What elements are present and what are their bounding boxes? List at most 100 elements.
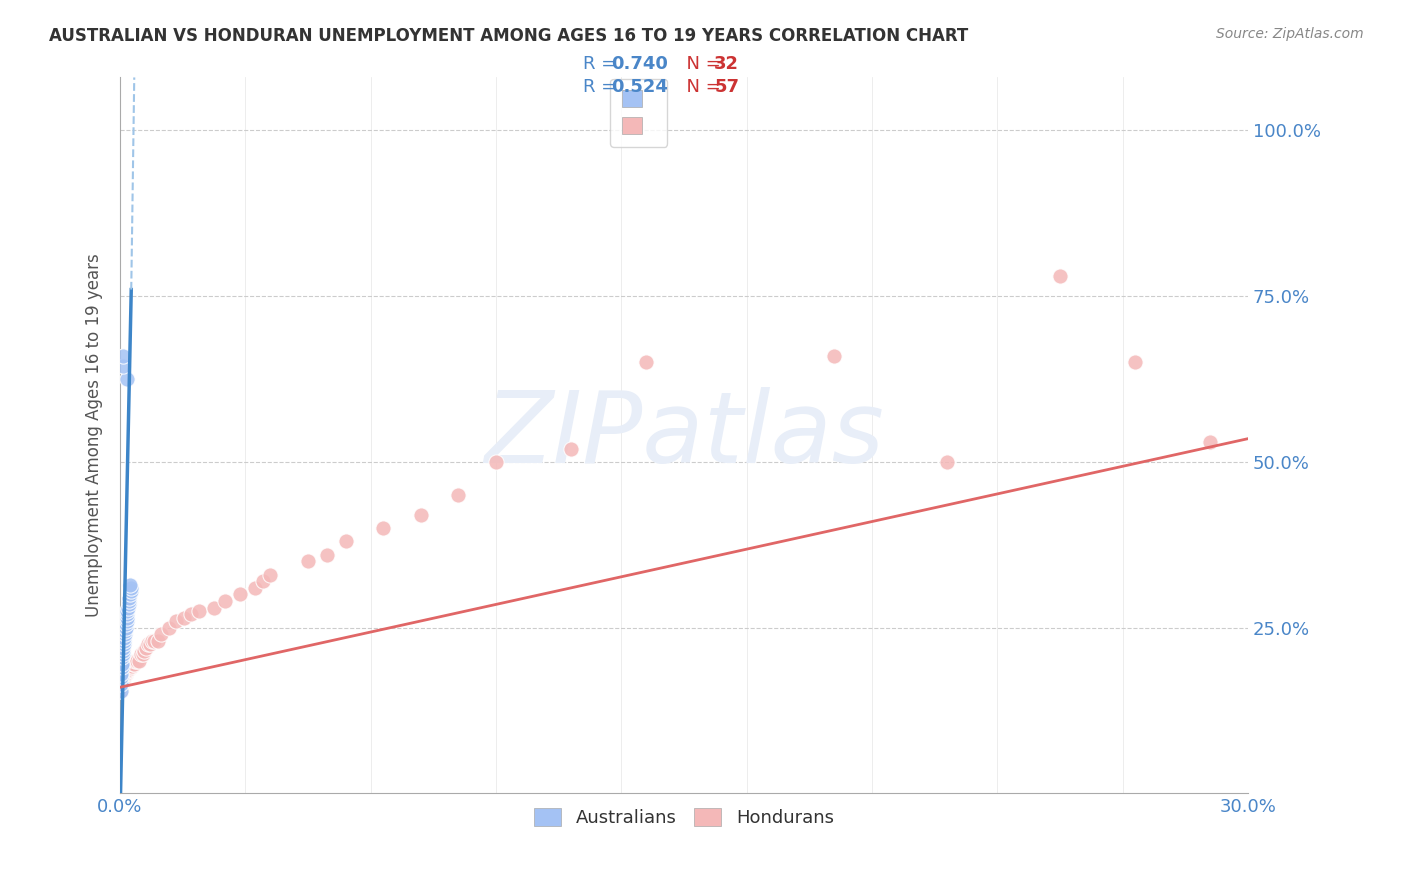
Point [120, 660, 142, 674]
Point [117, 664, 139, 678]
Point [129, 647, 152, 661]
Point [115, 664, 138, 678]
Point [135, 640, 157, 655]
Point [187, 604, 209, 618]
Point [245, 581, 267, 595]
Text: 0.524: 0.524 [612, 78, 668, 95]
Point [173, 610, 195, 624]
Point [111, 677, 134, 691]
Point [823, 349, 845, 363]
Point [121, 659, 143, 673]
Point [134, 644, 156, 658]
Text: ZIPatlas: ZIPatlas [484, 387, 884, 483]
Text: N =: N = [675, 55, 727, 73]
Point [110, 667, 132, 681]
Point [141, 633, 163, 648]
Point [115, 614, 138, 628]
Point [118, 591, 141, 605]
Point [252, 574, 274, 589]
Point [114, 667, 136, 681]
Point [297, 554, 319, 568]
Point [117, 607, 139, 622]
Point [142, 633, 165, 648]
Point [111, 650, 134, 665]
Point [136, 637, 159, 651]
Point [125, 654, 148, 668]
Point [150, 627, 173, 641]
Point [117, 604, 139, 618]
Point [122, 657, 145, 671]
Point [335, 534, 357, 549]
Point [1123, 355, 1146, 369]
Point [122, 657, 145, 671]
Point [180, 607, 202, 622]
Point [560, 442, 582, 456]
Point [118, 660, 141, 674]
Point [114, 667, 136, 681]
Point [114, 624, 136, 638]
Point [1049, 269, 1071, 284]
Point [117, 662, 139, 676]
Point [118, 587, 141, 601]
Point [447, 488, 470, 502]
Point [214, 594, 236, 608]
Point [114, 631, 136, 645]
Point [315, 548, 337, 562]
Point [114, 668, 136, 682]
Point [120, 584, 142, 599]
Text: 57: 57 [714, 78, 740, 95]
Text: R =: R = [583, 78, 623, 95]
Point [1199, 435, 1222, 450]
Point [115, 610, 138, 624]
Point [117, 600, 139, 615]
Point [636, 355, 658, 369]
Point [112, 637, 135, 651]
Point [112, 640, 135, 655]
Point [120, 577, 142, 591]
Text: N =: N = [675, 78, 727, 95]
Point [115, 617, 138, 632]
Point [111, 657, 134, 671]
Point [124, 654, 146, 668]
Point [111, 660, 134, 674]
Point [485, 455, 508, 469]
Point [139, 637, 162, 651]
Point [114, 621, 136, 635]
Point [128, 654, 150, 668]
Point [165, 614, 187, 628]
Point [373, 521, 395, 535]
Point [110, 677, 132, 691]
Point [115, 665, 138, 680]
Point [117, 598, 139, 612]
Point [112, 633, 135, 648]
Point [112, 359, 135, 373]
Point [118, 594, 141, 608]
Point [202, 600, 225, 615]
Point [118, 662, 141, 676]
Point [409, 508, 432, 522]
Point [112, 670, 135, 684]
Point [114, 627, 136, 641]
Point [112, 349, 135, 363]
Text: R =: R = [583, 55, 623, 73]
Point [111, 647, 134, 661]
Point [146, 633, 169, 648]
Point [259, 567, 281, 582]
Text: 32: 32 [714, 55, 740, 73]
Text: 0.740: 0.740 [612, 55, 668, 73]
Point [157, 621, 180, 635]
Point [229, 587, 252, 601]
Point [115, 372, 138, 386]
Point [120, 581, 142, 595]
Point [111, 673, 134, 688]
Point [936, 455, 959, 469]
Y-axis label: Unemployment Among Ages 16 to 19 years: Unemployment Among Ages 16 to 19 years [86, 253, 103, 617]
Point [111, 677, 134, 691]
Legend: Australians, Hondurans: Australians, Hondurans [527, 801, 841, 834]
Point [110, 670, 132, 684]
Point [110, 683, 132, 698]
Point [111, 644, 134, 658]
Point [110, 681, 132, 695]
Point [110, 683, 132, 698]
Text: AUSTRALIAN VS HONDURAN UNEMPLOYMENT AMONG AGES 16 TO 19 YEARS CORRELATION CHART: AUSTRALIAN VS HONDURAN UNEMPLOYMENT AMON… [49, 27, 969, 45]
